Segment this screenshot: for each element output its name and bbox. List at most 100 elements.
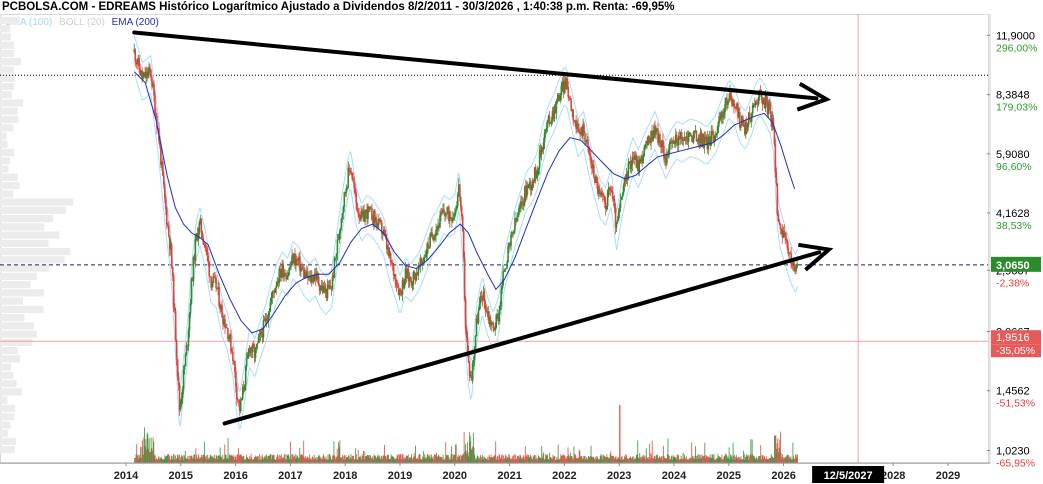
volume-bar bbox=[355, 448, 357, 463]
volume-bar bbox=[134, 457, 136, 463]
candle-body bbox=[606, 190, 609, 207]
candle-body bbox=[610, 190, 613, 193]
legend-ema[interactable]: EMA (200) bbox=[111, 17, 159, 28]
candle-body bbox=[279, 268, 282, 278]
volume-bar bbox=[731, 455, 733, 463]
volume-bar bbox=[526, 454, 528, 463]
volume-bar bbox=[693, 459, 695, 463]
candle-body bbox=[248, 348, 251, 353]
candle-body bbox=[289, 266, 291, 269]
volume-bar bbox=[550, 457, 552, 463]
candle-body bbox=[678, 136, 681, 139]
candle-body bbox=[722, 114, 724, 118]
volume-bar bbox=[710, 457, 712, 463]
candle-body bbox=[472, 359, 475, 364]
candle-body bbox=[222, 317, 224, 325]
volume-bar bbox=[718, 456, 720, 463]
volume-bar bbox=[308, 457, 310, 463]
candle-body bbox=[298, 256, 300, 261]
volume-bar bbox=[463, 454, 464, 463]
volume-bar bbox=[692, 455, 694, 463]
candle-body bbox=[565, 78, 568, 90]
volume-bar bbox=[742, 459, 744, 463]
volume-bar bbox=[755, 457, 757, 463]
volume-bar bbox=[539, 457, 541, 463]
volume-bar bbox=[795, 454, 797, 463]
volume-bar bbox=[603, 454, 604, 463]
candle-body bbox=[567, 87, 570, 97]
volume-bar bbox=[697, 454, 699, 463]
candle-body bbox=[440, 212, 442, 216]
candle-body bbox=[507, 246, 509, 263]
candle-body bbox=[297, 259, 299, 261]
candle-body bbox=[278, 268, 281, 284]
volume-bar bbox=[508, 454, 510, 463]
volume-bar bbox=[480, 456, 482, 463]
candle-body bbox=[335, 253, 338, 258]
volume-bar bbox=[384, 455, 386, 463]
volume-bar bbox=[346, 457, 348, 463]
volume-bar bbox=[167, 454, 168, 463]
candle-body bbox=[394, 274, 397, 286]
volume-bar bbox=[365, 455, 367, 463]
volume-bar bbox=[326, 459, 328, 463]
volume-bar bbox=[179, 459, 181, 463]
candle-body bbox=[459, 196, 462, 208]
candle-body bbox=[458, 184, 461, 197]
x-tick-label: 2018 bbox=[333, 470, 357, 482]
volume-bar bbox=[439, 457, 441, 463]
candle-body bbox=[396, 286, 399, 287]
candle-body bbox=[364, 213, 366, 222]
candle-body bbox=[491, 322, 494, 325]
candle-body bbox=[638, 162, 641, 172]
volume-bar bbox=[192, 458, 193, 463]
candle-body bbox=[774, 144, 777, 172]
candle-body bbox=[627, 162, 630, 180]
volume-bar bbox=[316, 456, 318, 463]
candle-body bbox=[141, 70, 143, 79]
volume-bar bbox=[217, 458, 218, 463]
volume-bar bbox=[187, 455, 189, 463]
candle-body bbox=[632, 156, 635, 158]
candle-body bbox=[450, 216, 452, 219]
candle-body bbox=[194, 239, 197, 261]
volume-bar bbox=[715, 458, 717, 463]
volume-bar bbox=[267, 458, 268, 463]
legend-sma[interactable]: SMA (100) bbox=[5, 17, 53, 28]
candle-body bbox=[759, 89, 762, 93]
candle-body bbox=[183, 365, 186, 370]
volume-bar bbox=[272, 455, 274, 463]
volume-bar bbox=[207, 457, 209, 463]
volume-bar bbox=[169, 459, 171, 463]
candle-body bbox=[757, 96, 760, 105]
x-tick-label: 2023 bbox=[607, 470, 631, 482]
volume-bar bbox=[305, 456, 307, 463]
y-price-label: 4,1628 bbox=[996, 208, 1030, 220]
candle-body bbox=[749, 118, 752, 122]
legend-bollinger[interactable]: BOLL (20) bbox=[59, 17, 105, 28]
volume-bar bbox=[255, 456, 257, 463]
volume-bar bbox=[562, 454, 564, 463]
volume-bar bbox=[159, 459, 161, 463]
volume-bar bbox=[794, 458, 796, 463]
candle-body bbox=[299, 256, 301, 272]
volume-bar bbox=[537, 457, 539, 463]
volume-profile-bar bbox=[0, 297, 24, 305]
volume-bar bbox=[376, 456, 378, 463]
volume-bar bbox=[551, 458, 553, 463]
volume-bar bbox=[520, 455, 522, 463]
volume-bar bbox=[180, 456, 182, 463]
candle-body bbox=[231, 351, 233, 353]
candle-body bbox=[789, 252, 791, 254]
candle-body bbox=[415, 273, 418, 281]
volume-bar bbox=[615, 456, 617, 463]
ema-200-line bbox=[133, 71, 796, 334]
candle-body bbox=[147, 72, 149, 77]
volume-bar bbox=[374, 455, 376, 463]
volume-bar bbox=[137, 454, 139, 463]
volume-bar bbox=[299, 455, 301, 463]
volume-bar bbox=[366, 456, 368, 463]
volume-bar bbox=[291, 454, 293, 463]
volume-bar bbox=[190, 455, 192, 463]
